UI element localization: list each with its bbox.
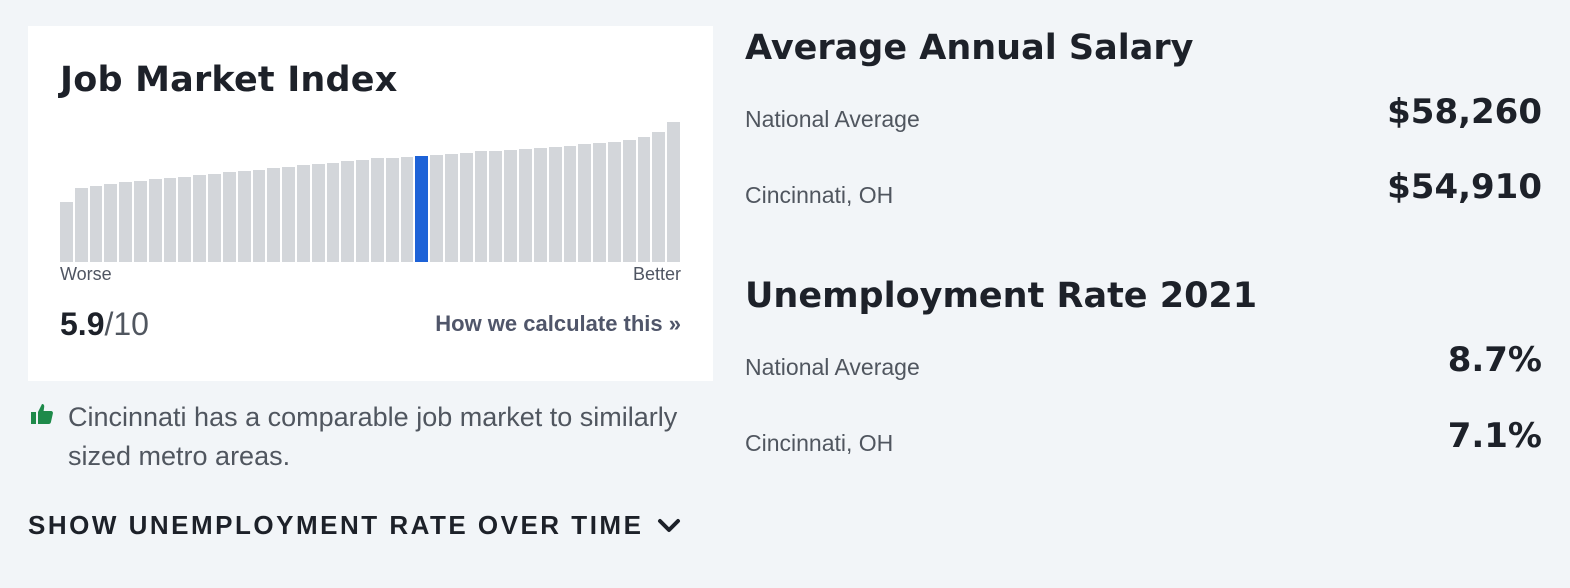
job-market-bar (267, 168, 281, 262)
job-market-bar (637, 137, 651, 262)
job-market-bar (578, 144, 592, 262)
note-text: Cincinnati has a comparable job market t… (68, 402, 678, 471)
job-market-bar (178, 176, 192, 262)
show-unemployment-toggle[interactable]: SHOW UNEMPLOYMENT RATE OVER TIME (28, 510, 681, 541)
job-market-bar (148, 179, 162, 262)
job-market-bar (652, 131, 666, 262)
job-market-bar (459, 152, 473, 262)
toggle-label: SHOW UNEMPLOYMENT RATE OVER TIME (28, 510, 644, 540)
unemployment-national-label: National Average (745, 354, 920, 380)
job-market-bar (104, 183, 118, 262)
job-market-bar (134, 180, 147, 262)
job-market-bar (60, 201, 73, 262)
job-market-index-bar-chart (60, 122, 680, 262)
job-market-bar (311, 164, 325, 262)
job-market-bar (548, 147, 562, 262)
chevron-down-icon (658, 518, 681, 532)
job-market-bar (74, 187, 88, 262)
job-market-bar (504, 150, 518, 262)
job-market-bar (519, 148, 532, 262)
job-market-bar (163, 178, 177, 262)
job-market-bar (193, 175, 207, 262)
job-market-bar (119, 182, 133, 262)
scale-low-label: Worse (60, 264, 112, 284)
job-market-bar (89, 186, 103, 262)
score-value: 5.9 (60, 306, 105, 342)
salary-national-value: $58,260 (1387, 92, 1542, 132)
job-market-bar (326, 162, 340, 262)
job-market-bar (474, 151, 488, 262)
how-we-calculate-link[interactable]: How we calculate this » (435, 311, 681, 336)
job-market-bar (593, 143, 606, 262)
unemployment-city-label: Cincinnati, OH (745, 430, 894, 456)
unemployment-national-value: 8.7% (1447, 340, 1542, 380)
unemployment-city-value: 7.1% (1447, 416, 1542, 456)
job-market-bar (237, 171, 251, 262)
job-market-bar (296, 165, 310, 262)
job-market-bar (445, 154, 458, 262)
job-market-bar (282, 166, 295, 262)
job-market-bar (667, 122, 680, 262)
job-market-score: 5.9/10 (60, 306, 149, 343)
salary-national-label: National Average (745, 106, 920, 132)
job-market-bar (252, 169, 266, 262)
job-market-bar (563, 145, 577, 262)
job-market-bar (341, 161, 355, 262)
job-market-bar (400, 157, 414, 262)
job-market-title: Job Market Index (60, 60, 398, 100)
score-max: 10 (113, 306, 149, 342)
unemployment-title: Unemployment Rate 2021 (745, 276, 1258, 316)
job-market-bar (356, 159, 369, 262)
job-market-bar (622, 140, 636, 262)
thumbs-up-icon (31, 404, 53, 424)
job-market-bar (489, 150, 503, 262)
score-separator: / (104, 306, 114, 342)
job-market-bar-current (415, 155, 429, 262)
job-market-bar (208, 173, 221, 262)
job-market-bar (430, 154, 444, 262)
job-market-bar (222, 172, 236, 262)
salary-city-value: $54,910 (1387, 167, 1542, 207)
job-market-bar (385, 157, 399, 262)
salary-city-label: Cincinnati, OH (745, 182, 894, 208)
job-market-bar (607, 141, 621, 262)
salary-title: Average Annual Salary (745, 28, 1194, 68)
job-market-bar (533, 147, 547, 262)
job-market-card: Job Market Index Worse Better 5.9/10 How… (28, 26, 713, 381)
job-market-bar (371, 158, 384, 262)
scale-high-label: Better (632, 264, 681, 284)
